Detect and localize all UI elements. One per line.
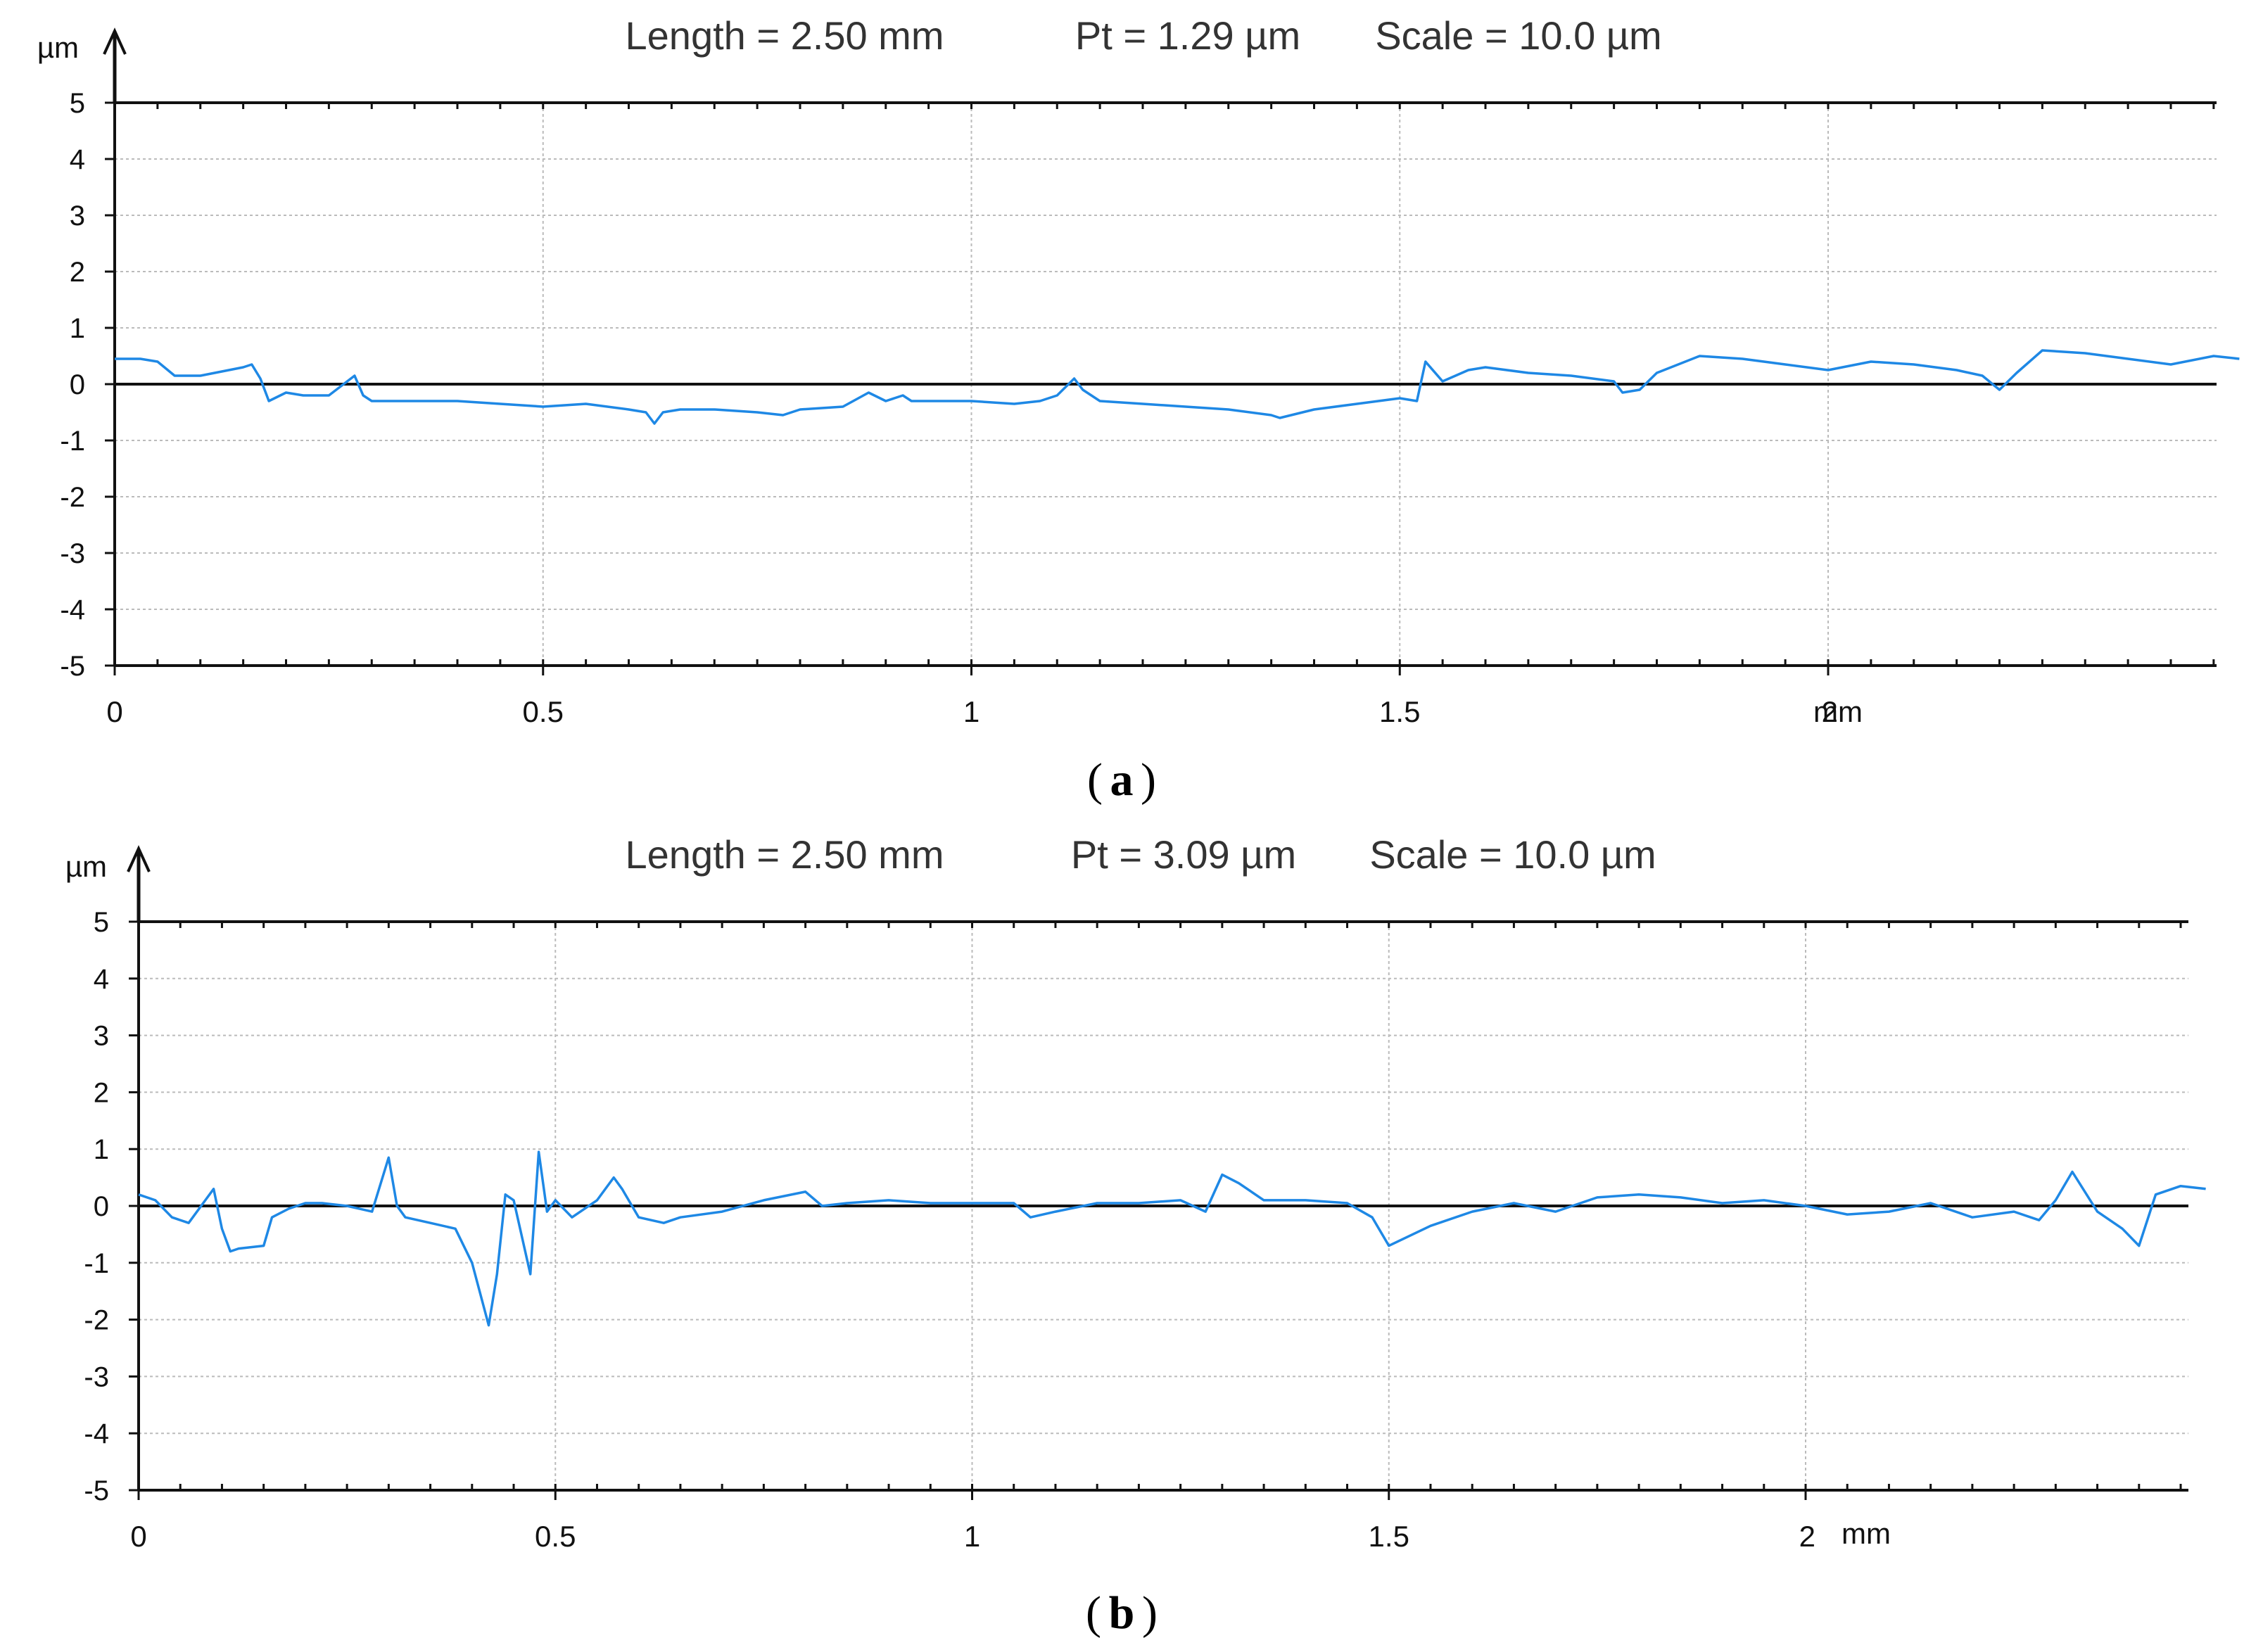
panel-b-x-tick-label: 1.5: [1369, 1520, 1409, 1553]
panel-a-x-tick-label: 1.5: [1379, 695, 1420, 728]
panel-a-caption-open: (: [1087, 754, 1103, 806]
panel-a-x-tick-label: 0: [106, 695, 122, 728]
panel-a-x-unit: mm: [1813, 695, 1863, 728]
panel-a-caption-close: ): [1141, 754, 1156, 806]
panel-a-profile-line: [115, 349, 2240, 425]
panel-a-y-ticks: -5 -4 -3 -2 -1 0 1 2 3 4 5: [60, 88, 115, 682]
panel-b-x-tick-label: 0: [130, 1520, 146, 1553]
panel-b-y-unit: µm: [65, 850, 107, 883]
panel-b-profile-line: [138, 1150, 2206, 1327]
panel-a-y-tick-label: -3: [60, 538, 85, 569]
panel-a-y-tick-label: 2: [70, 257, 85, 288]
panel-b-y-tick-label: -3: [84, 1361, 109, 1392]
panel-b-caption: b: [1109, 1587, 1135, 1639]
panel-b-y-tick-label: 1: [94, 1134, 109, 1165]
panel-b-y-tick-label: 0: [94, 1191, 109, 1222]
panel-b: Length = 2.50 mm Pt = 3.09 µm Scale = 10…: [65, 832, 2206, 1639]
panel-a-x-tick-label: 0.5: [523, 695, 564, 728]
panel-a-title-pt: Pt = 1.29 µm: [1075, 13, 1300, 58]
panel-a-y-tick-label: -5: [60, 651, 85, 682]
panel-b-y-tick-label: 5: [94, 907, 109, 938]
panel-a-y-tick-label: -1: [60, 426, 85, 457]
panel-b-title-scale: Scale = 10.0 µm: [1369, 832, 1656, 877]
panel-b-y-axis-arrow-icon: [127, 845, 151, 872]
panel-a-y-tick-label: 1: [70, 313, 85, 344]
panel-b-x-tick-label: 0.5: [535, 1520, 576, 1553]
panel-a-y-tick-label: -4: [60, 595, 85, 625]
panel-a-y-tick-label: -2: [60, 482, 85, 513]
panel-a-x-tick-label: 2: [1822, 695, 1838, 728]
panel-b-y-tick-label: -4: [84, 1418, 109, 1449]
panel-a-y-unit: µm: [37, 31, 79, 64]
panel-b-y-ticks: -5 -4 -3 -2 -1 0 1 2 3 4 5: [84, 907, 139, 1506]
panel-b-y-tick-label: 2: [94, 1077, 109, 1108]
panel-b-title-length: Length = 2.50 mm: [626, 832, 944, 877]
panel-b-y-tick-label: 3: [94, 1021, 109, 1052]
panel-a-x-tick-label: 1: [963, 695, 980, 728]
panel-b-caption-open: (: [1086, 1587, 1101, 1639]
panel-b-y-tick-label: 4: [94, 964, 109, 995]
panel-b-y-tick-label: -5: [84, 1475, 109, 1506]
panel-b-y-tick-label: -1: [84, 1248, 109, 1279]
panel-a-y-tick-label: 4: [70, 144, 85, 175]
panel-a-y-axis-arrow-icon: [103, 27, 127, 55]
panel-a-frame: [113, 101, 2217, 667]
panel-b-title-pt: Pt = 3.09 µm: [1071, 832, 1296, 877]
panel-a-y-tick-label: 3: [70, 201, 85, 231]
panel-a-title-length: Length = 2.50 mm: [626, 13, 944, 58]
panel-b-x-tick-label: 2: [1799, 1520, 1815, 1553]
panel-a: Length = 2.50 mm Pt = 1.29 µm Scale = 10…: [37, 13, 2240, 806]
panel-a-x-ticks: 0 0.5 1 1.5 2: [106, 103, 2215, 728]
panel-b-frame: [137, 920, 2188, 1492]
panel-b-y-tick-label: -2: [84, 1305, 109, 1336]
panel-b-caption-close: ): [1142, 1587, 1158, 1639]
panel-a-y-tick-label: 0: [70, 369, 85, 400]
panel-b-x-ticks: 0 0.5 1 1.5 2: [130, 922, 2182, 1553]
panel-a-caption: a: [1110, 754, 1134, 806]
panel-a-title-scale: Scale = 10.0 µm: [1375, 13, 1661, 58]
panel-a-grid: [115, 103, 2217, 666]
panel-b-x-unit: mm: [1842, 1517, 1891, 1550]
panel-a-y-tick-label: 5: [70, 88, 85, 119]
panel-b-x-tick-label: 1: [964, 1520, 980, 1553]
